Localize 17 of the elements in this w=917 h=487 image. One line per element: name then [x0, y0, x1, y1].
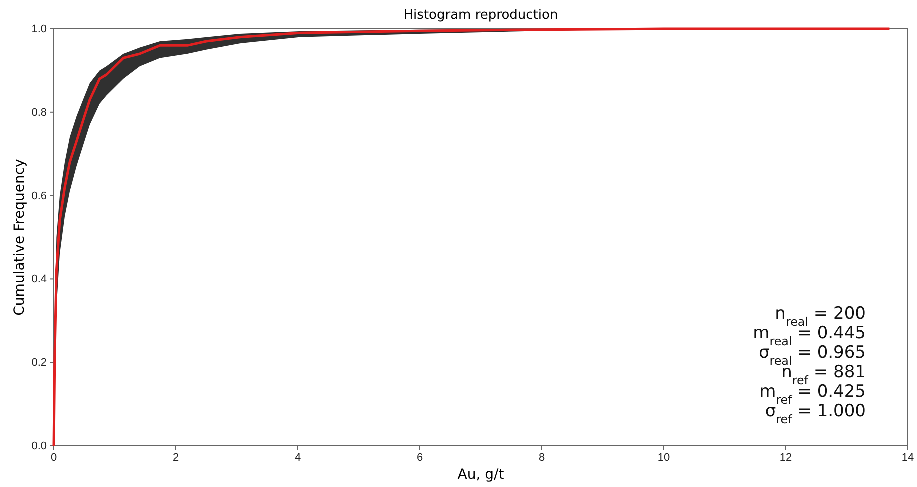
- x-tick-label: 4: [294, 452, 302, 464]
- x-tick-label: 6: [416, 452, 424, 464]
- x-axis-title: Au, g/t: [458, 467, 505, 483]
- y-tick-label: 0.2: [32, 357, 47, 370]
- y-tick-label: 0.8: [32, 106, 47, 119]
- y-tick-label: 0.6: [32, 190, 47, 202]
- y-tick-label: 0.4: [32, 274, 47, 286]
- x-tick-label: 12: [780, 452, 792, 464]
- x-tick-label: 2: [172, 452, 180, 464]
- y-tick-label: 0.0: [32, 440, 47, 453]
- x-tick-label: 8: [538, 452, 546, 464]
- x-tick-label: 0: [50, 452, 58, 464]
- y-tick-label: 1.0: [32, 24, 47, 36]
- y-axis-title: Cumulative Frequency: [12, 159, 28, 316]
- x-tick-label: 10: [658, 452, 670, 464]
- x-tick-label: 14: [902, 452, 914, 464]
- chart-title: Histogram reproduction: [404, 8, 558, 23]
